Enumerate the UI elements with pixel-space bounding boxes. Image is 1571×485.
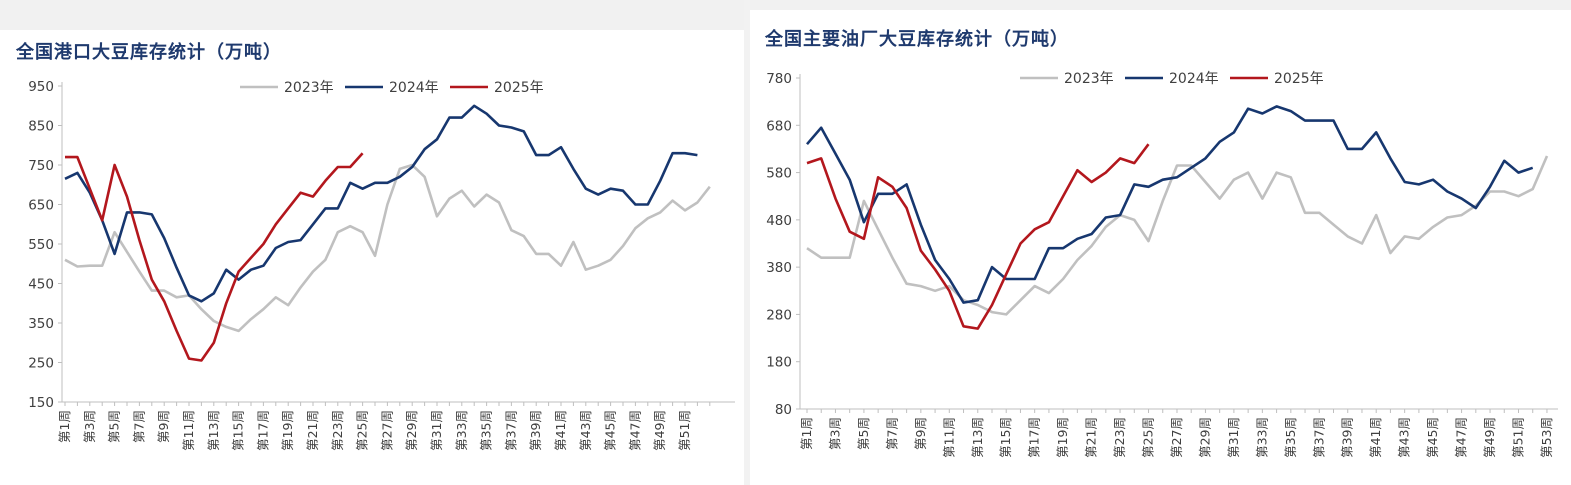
- x-tick-label: 第5周: [107, 410, 122, 443]
- x-tick-label: 第53周: [1539, 417, 1554, 458]
- x-tick-label: 第51周: [1511, 417, 1526, 458]
- y-tick-label: 350: [28, 316, 54, 332]
- x-tick-label: 第3周: [827, 417, 842, 450]
- x-tick-label: 第7周: [884, 417, 899, 450]
- x-tick-label: 第51周: [677, 410, 692, 451]
- series-line-y2023: [806, 155, 1549, 316]
- x-tick-label: 第3周: [82, 410, 97, 443]
- series-line-y2024: [806, 105, 1534, 304]
- legend-label-y2025: 2025年: [494, 80, 544, 96]
- x-tick-label: 第35周: [1283, 417, 1298, 458]
- x-tick-label: 第5周: [856, 417, 871, 450]
- y-tick-label: 950: [28, 79, 54, 95]
- x-tick-label: 第31周: [429, 410, 444, 451]
- x-tick-label: 第13周: [970, 417, 985, 458]
- x-tick-label: 第17周: [255, 410, 270, 451]
- legend-label-y2023: 2023年: [1064, 71, 1114, 87]
- x-tick-label: 第41周: [553, 410, 568, 451]
- x-tick-label: 第23周: [1112, 417, 1127, 458]
- top-strip: [750, 0, 1571, 10]
- x-tick-label: 第9周: [156, 410, 171, 443]
- y-tick-label: 280: [766, 307, 792, 323]
- chart-title: 全国港口大豆库存统计（万吨）: [16, 42, 282, 63]
- x-tick-label: 第43周: [1397, 417, 1412, 458]
- y-tick-label: 750: [28, 158, 54, 174]
- x-tick-label: 第45周: [1425, 417, 1440, 458]
- x-tick-label: 第1周: [799, 417, 814, 450]
- legend-label-y2023: 2023年: [284, 80, 334, 96]
- y-tick-label: 450: [28, 277, 54, 293]
- x-tick-label: 第25周: [1141, 417, 1156, 458]
- x-tick-label: 第33周: [1254, 417, 1269, 458]
- x-tick-label: 第9周: [913, 417, 928, 450]
- x-tick-label: 第37周: [503, 410, 518, 451]
- x-tick-label: 第1周: [57, 410, 72, 443]
- y-tick-label: 650: [28, 198, 54, 214]
- x-tick-label: 第15周: [231, 410, 246, 451]
- x-tick-label: 第27周: [1169, 417, 1184, 458]
- x-tick-label: 第25周: [355, 410, 370, 451]
- chart-title: 全国主要油厂大豆库存统计（万吨）: [765, 29, 1069, 50]
- series-line-y2024: [64, 104, 698, 303]
- series-line-y2025: [65, 152, 364, 362]
- x-tick-label: 第11周: [941, 417, 956, 458]
- x-tick-label: 第49周: [1482, 417, 1497, 458]
- y-tick-label: 680: [766, 118, 792, 134]
- left-chart-panel: 全国港口大豆库存统计（万吨） 150 250 350 450 550 650 750 850 9…: [0, 0, 744, 485]
- x-tick-label: 第49周: [652, 410, 667, 451]
- y-tick-label: 780: [766, 71, 792, 87]
- y-tick-label: 550: [28, 237, 54, 253]
- x-tick-label: 第33周: [454, 410, 469, 451]
- x-tick-label: 第19周: [1055, 417, 1070, 458]
- top-strip: [0, 0, 744, 30]
- legend-label-y2024: 2024年: [389, 80, 439, 96]
- x-tick-label: 第35周: [479, 410, 494, 451]
- x-tick-label: 第29周: [404, 410, 419, 451]
- x-tick-label: 第7周: [131, 410, 146, 443]
- y-tick-label: 580: [766, 166, 792, 182]
- x-tick-label: 第45周: [603, 410, 618, 451]
- legend-label-y2025: 2025年: [1274, 71, 1324, 87]
- y-tick-label: 250: [28, 356, 54, 372]
- x-tick-label: 第21周: [305, 410, 320, 451]
- y-tick-label: 850: [28, 119, 54, 135]
- x-tick-label: 第13周: [206, 410, 221, 451]
- legend-label-y2024: 2024年: [1169, 71, 1219, 87]
- x-tick-label: 第15周: [998, 417, 1013, 458]
- x-tick-label: 第23周: [330, 410, 345, 451]
- x-tick-label: 第29周: [1197, 417, 1212, 458]
- y-tick-label: 150: [28, 395, 54, 411]
- x-tick-label: 第39周: [528, 410, 543, 451]
- y-tick-label: 480: [766, 213, 792, 229]
- y-tick-label: 180: [766, 355, 792, 371]
- x-tick-label: 第39周: [1340, 417, 1355, 458]
- series-line-y2023: [64, 163, 711, 333]
- x-tick-label: 第11周: [181, 410, 196, 451]
- x-tick-label: 第43周: [578, 410, 593, 451]
- x-tick-label: 第19周: [280, 410, 295, 451]
- x-tick-label: 第47周: [1454, 417, 1469, 458]
- x-tick-label: 第47周: [627, 410, 642, 451]
- x-tick-label: 第27周: [379, 410, 394, 451]
- y-tick-label: 80: [775, 402, 792, 418]
- series-line-y2025: [806, 143, 1150, 330]
- x-tick-label: 第31周: [1226, 417, 1241, 458]
- right-chart-panel: 全国主要油厂大豆库存统计（万吨） 80 180 280 380 480 580 680 780…: [750, 0, 1571, 485]
- x-tick-label: 第17周: [1027, 417, 1042, 458]
- y-tick-label: 380: [766, 260, 792, 276]
- left-chart-canvas: 150250350450550650750850950第1周 第3周 第5周 第7周第…: [28, 79, 735, 451]
- x-tick-label: 第21周: [1084, 417, 1099, 458]
- x-tick-label: 第41周: [1368, 417, 1383, 458]
- x-tick-label: 第37周: [1311, 417, 1326, 458]
